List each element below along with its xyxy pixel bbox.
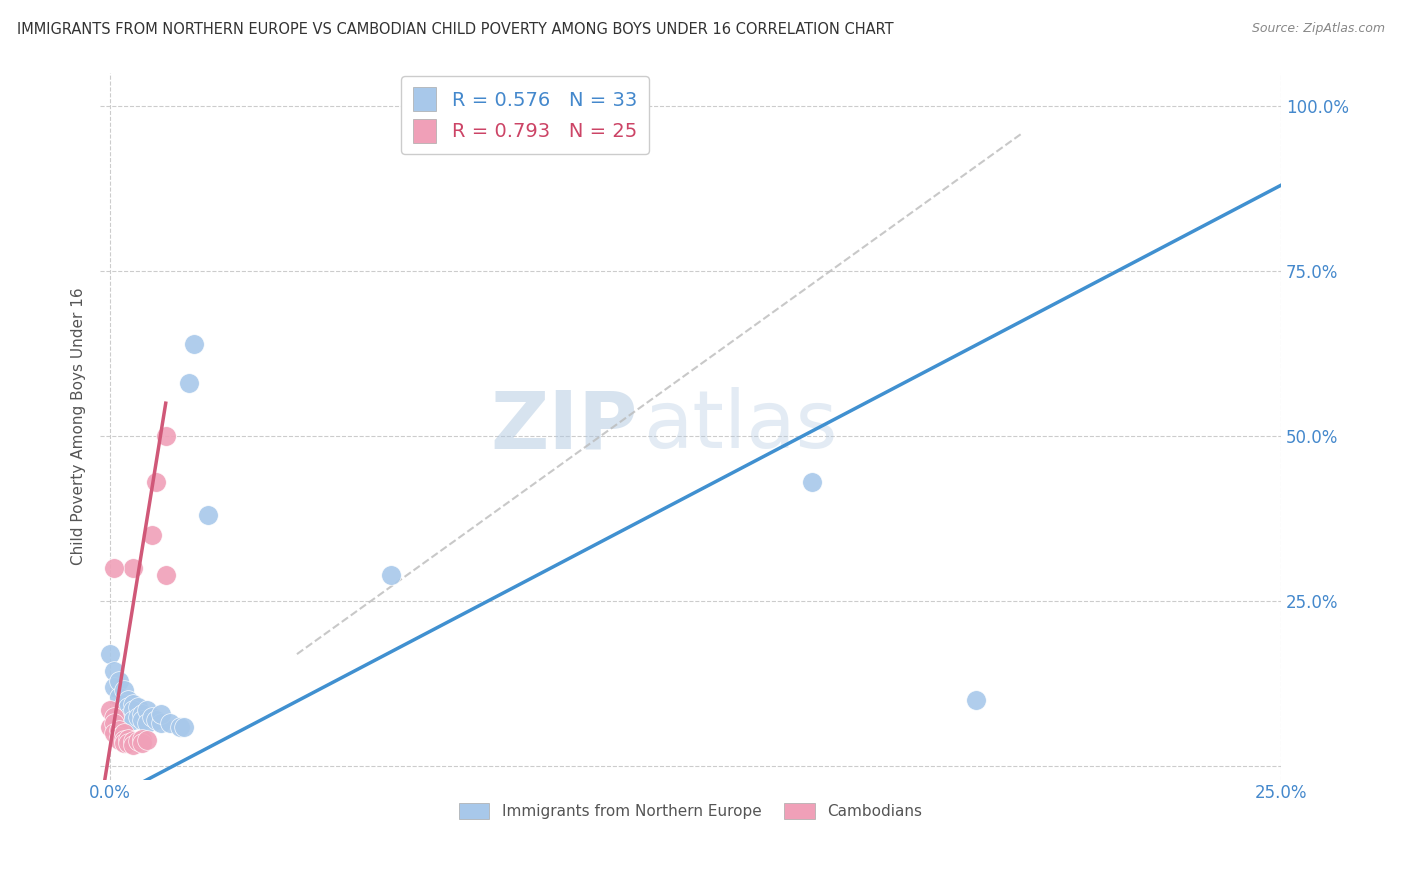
Point bbox=[965, 693, 987, 707]
Point bbox=[122, 561, 145, 575]
Point bbox=[103, 716, 125, 731]
Point bbox=[122, 697, 145, 711]
Point bbox=[141, 710, 163, 724]
Point bbox=[117, 731, 139, 746]
Legend: Immigrants from Northern Europe, Cambodians: Immigrants from Northern Europe, Cambodi… bbox=[453, 797, 928, 825]
Point bbox=[131, 736, 153, 750]
Point bbox=[136, 733, 159, 747]
Point bbox=[108, 733, 131, 747]
Text: atlas: atlas bbox=[644, 387, 838, 466]
Point bbox=[117, 693, 139, 707]
Point bbox=[117, 736, 139, 750]
Point bbox=[112, 736, 135, 750]
Point bbox=[127, 710, 149, 724]
Point bbox=[173, 720, 195, 734]
Point bbox=[122, 738, 145, 752]
Point bbox=[98, 703, 121, 717]
Point bbox=[131, 731, 153, 746]
Point bbox=[197, 508, 219, 523]
Point bbox=[159, 716, 181, 731]
Point bbox=[103, 561, 125, 575]
Point bbox=[117, 710, 139, 724]
Point bbox=[136, 716, 159, 731]
Point bbox=[98, 647, 121, 661]
Point bbox=[122, 734, 145, 748]
Point bbox=[141, 528, 163, 542]
Point bbox=[127, 700, 149, 714]
Text: IMMIGRANTS FROM NORTHERN EUROPE VS CAMBODIAN CHILD POVERTY AMONG BOYS UNDER 16 C: IMMIGRANTS FROM NORTHERN EUROPE VS CAMBO… bbox=[17, 22, 893, 37]
Y-axis label: Child Poverty Among Boys Under 16: Child Poverty Among Boys Under 16 bbox=[72, 287, 86, 566]
Point bbox=[112, 706, 135, 721]
Point bbox=[112, 697, 135, 711]
Point bbox=[801, 475, 824, 490]
Point bbox=[122, 703, 145, 717]
Point bbox=[150, 716, 173, 731]
Point bbox=[112, 726, 135, 740]
Point bbox=[169, 720, 191, 734]
Point bbox=[136, 703, 159, 717]
Point bbox=[108, 723, 131, 737]
Point bbox=[112, 683, 135, 698]
Text: Source: ZipAtlas.com: Source: ZipAtlas.com bbox=[1251, 22, 1385, 36]
Point bbox=[145, 713, 167, 727]
Point bbox=[155, 567, 177, 582]
Point bbox=[131, 713, 153, 727]
Point bbox=[108, 730, 131, 744]
Point bbox=[183, 336, 205, 351]
Point bbox=[117, 700, 139, 714]
Point bbox=[127, 734, 149, 748]
Point bbox=[103, 664, 125, 678]
Point bbox=[145, 475, 167, 490]
Point bbox=[131, 706, 153, 721]
Point bbox=[150, 706, 173, 721]
Point bbox=[380, 567, 402, 582]
Point bbox=[108, 673, 131, 688]
Text: ZIP: ZIP bbox=[491, 387, 637, 466]
Point bbox=[103, 680, 125, 694]
Point bbox=[122, 713, 145, 727]
Point bbox=[155, 429, 177, 443]
Point bbox=[98, 720, 121, 734]
Point bbox=[108, 690, 131, 704]
Point bbox=[103, 726, 125, 740]
Point bbox=[103, 710, 125, 724]
Point bbox=[112, 733, 135, 747]
Point bbox=[179, 376, 201, 391]
